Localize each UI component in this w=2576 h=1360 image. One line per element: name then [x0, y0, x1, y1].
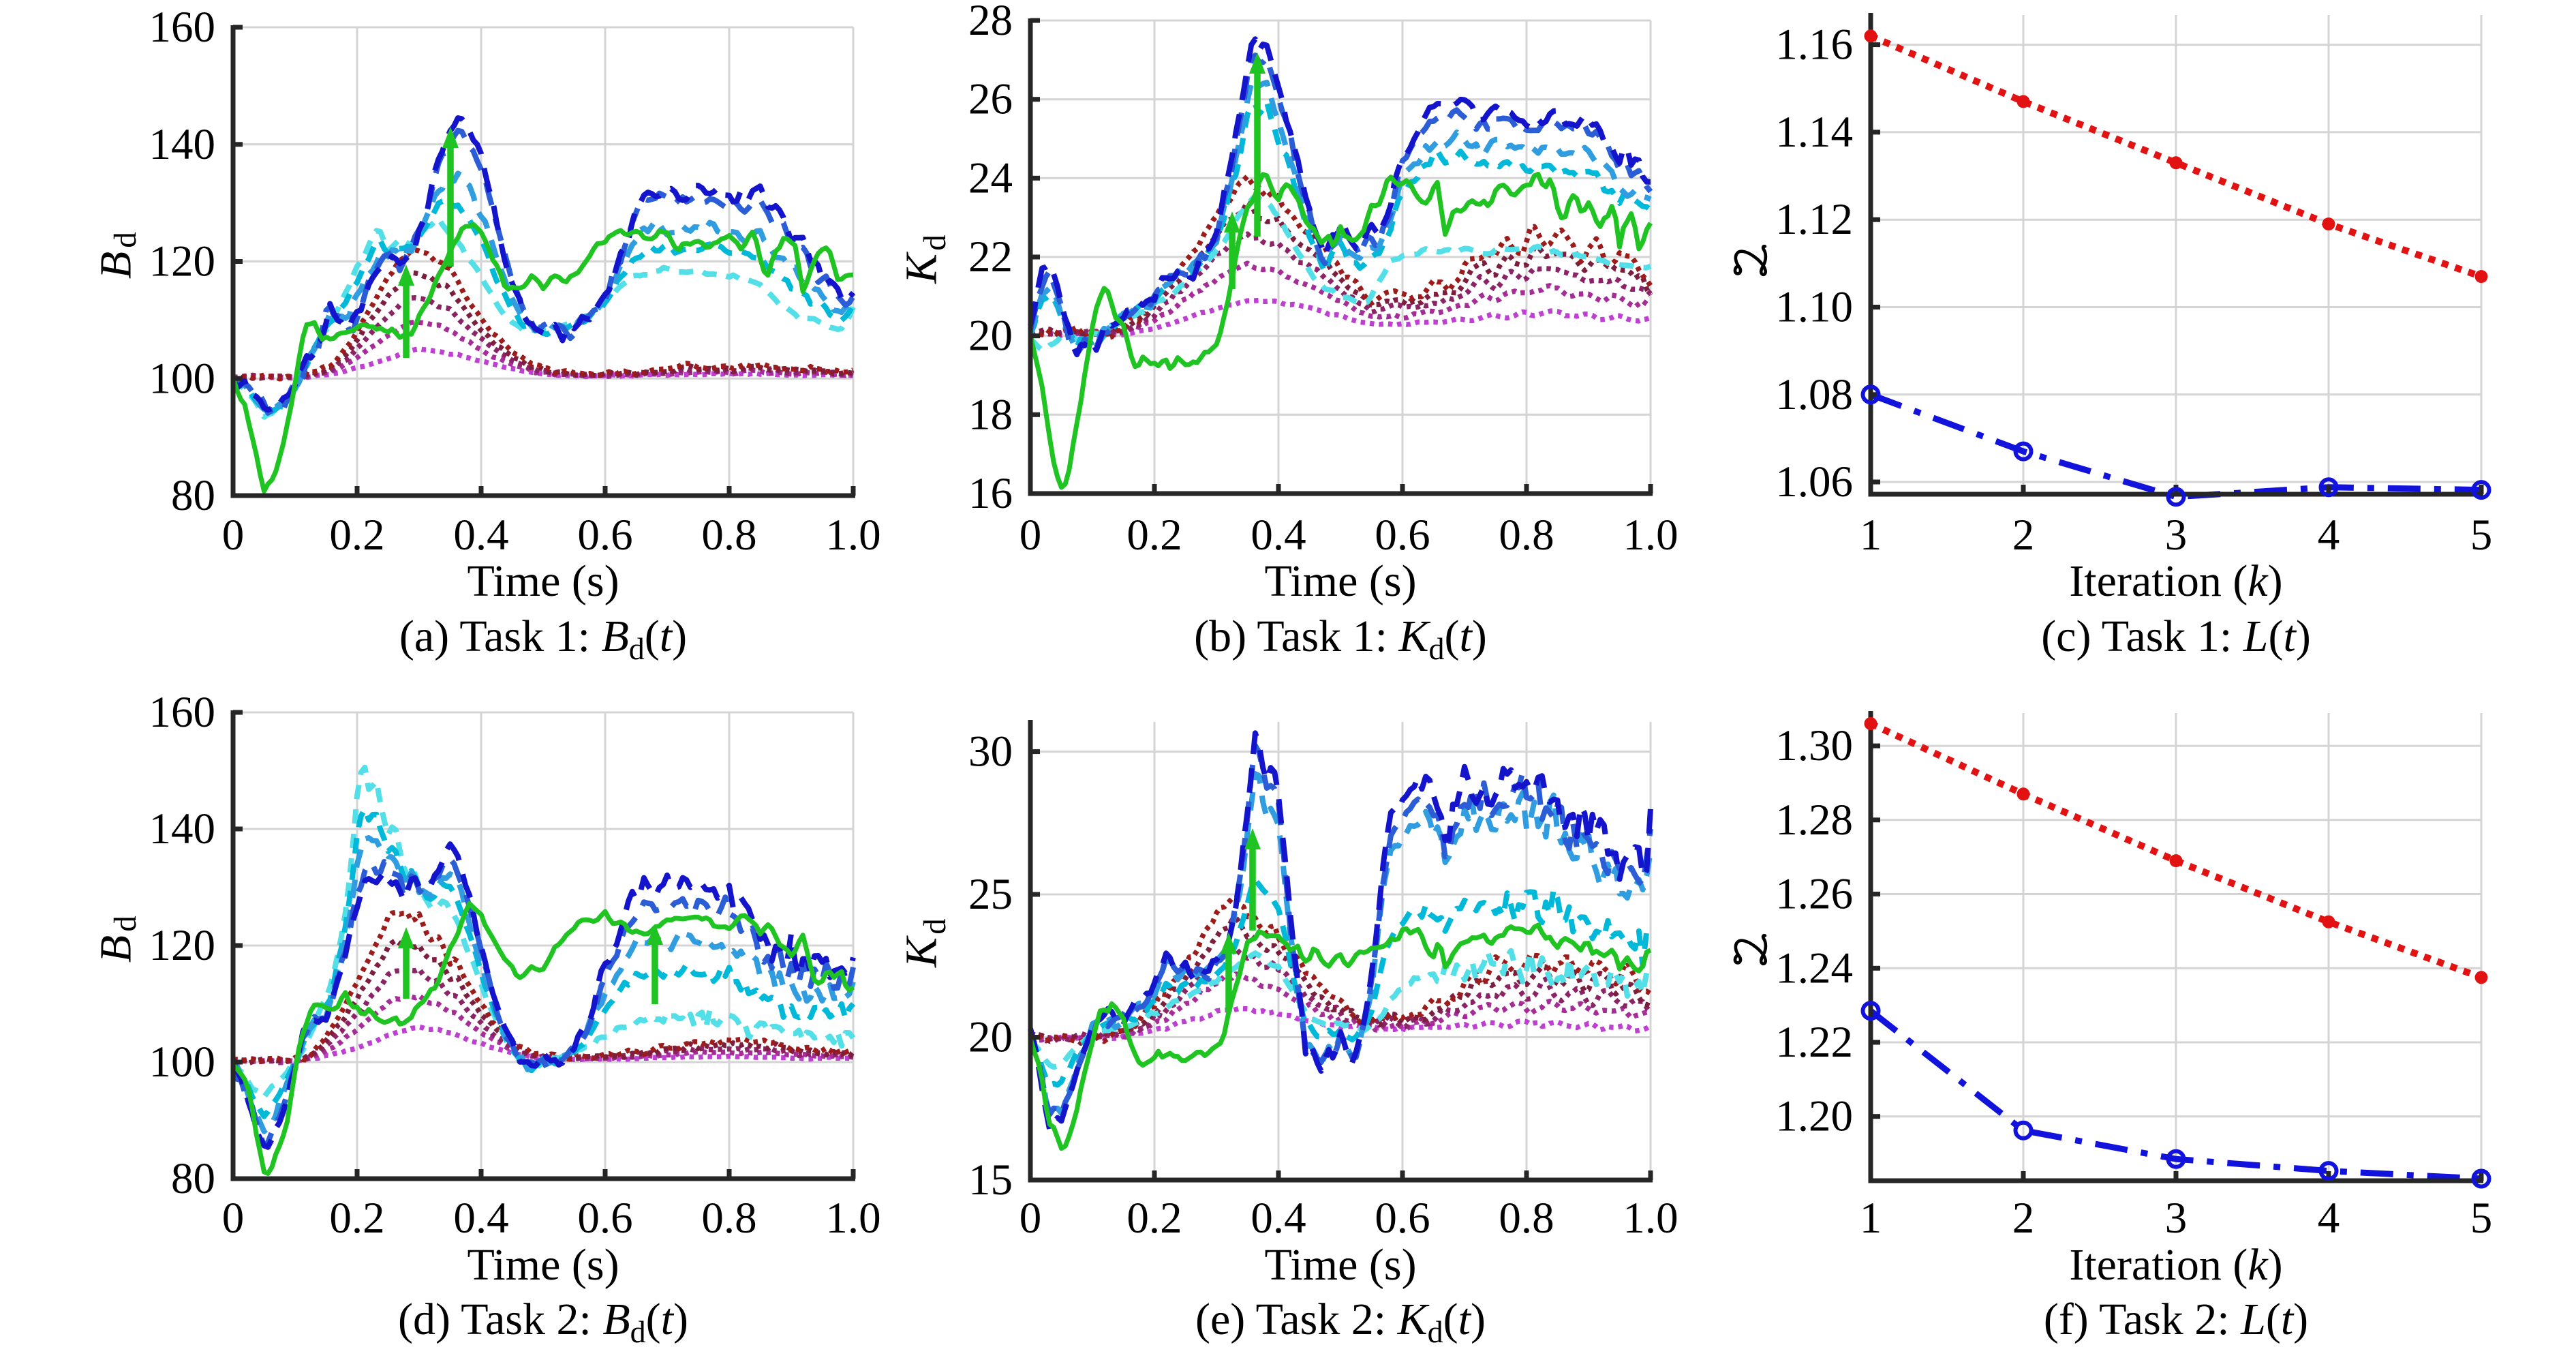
- svg-text:1.30: 1.30: [1775, 721, 1853, 770]
- svg-text:d: d: [917, 235, 953, 251]
- svg-text:(c) Task 1: L(t): (c) Task 1: L(t): [2041, 611, 2311, 661]
- svg-text:Iteration (k): Iteration (k): [2069, 556, 2282, 606]
- svg-text:K: K: [897, 935, 947, 968]
- svg-text:0.2: 0.2: [329, 511, 384, 560]
- svg-text:100: 100: [149, 1038, 216, 1087]
- svg-text:20: 20: [968, 312, 1013, 361]
- svg-text:1.16: 1.16: [1775, 20, 1853, 70]
- svg-text:Time (s): Time (s): [467, 556, 619, 606]
- svg-text:0.6: 0.6: [1375, 1194, 1430, 1243]
- svg-text:1.06: 1.06: [1775, 457, 1853, 507]
- svg-text:B: B: [91, 252, 141, 279]
- svg-text:18: 18: [968, 390, 1013, 439]
- svg-text:4: 4: [2318, 511, 2340, 560]
- svg-text:120: 120: [149, 921, 216, 970]
- svg-text:0.6: 0.6: [1375, 511, 1430, 560]
- svg-text:140: 140: [149, 120, 216, 169]
- svg-text:K: K: [897, 252, 947, 284]
- svg-text:20: 20: [968, 1013, 1013, 1062]
- svg-text:1.0: 1.0: [1623, 511, 1678, 560]
- svg-text:1.0: 1.0: [1623, 1194, 1678, 1243]
- svg-text:(f) Task 2: L(t): (f) Task 2: L(t): [2044, 1295, 2308, 1344]
- svg-text:d: d: [108, 916, 143, 932]
- svg-text:4: 4: [2318, 1194, 2340, 1243]
- svg-text:0.4: 0.4: [453, 1194, 508, 1243]
- svg-text:22: 22: [968, 232, 1013, 282]
- svg-text:1.0: 1.0: [825, 1194, 880, 1243]
- svg-text:0: 0: [1019, 511, 1042, 560]
- svg-text:d: d: [917, 918, 953, 935]
- svg-text:1.14: 1.14: [1775, 108, 1853, 157]
- svg-text:1.26: 1.26: [1775, 870, 1853, 919]
- svg-text:0: 0: [222, 511, 245, 560]
- svg-text:1: 1: [1860, 1194, 1882, 1243]
- svg-text:0.8: 0.8: [1499, 511, 1554, 560]
- svg-text:1.28: 1.28: [1775, 796, 1853, 845]
- svg-text:1.12: 1.12: [1775, 195, 1853, 244]
- svg-text:0.2: 0.2: [329, 1194, 384, 1243]
- svg-text:25: 25: [968, 870, 1013, 919]
- svg-text:2: 2: [2012, 1194, 2035, 1243]
- svg-text:15: 15: [968, 1155, 1013, 1205]
- svg-text:28: 28: [968, 0, 1013, 45]
- svg-text:0.4: 0.4: [1251, 511, 1306, 560]
- svg-text:5: 5: [2470, 1194, 2493, 1243]
- svg-text:16: 16: [968, 469, 1013, 518]
- svg-text:160: 160: [149, 3, 216, 52]
- svg-text:Time (s): Time (s): [467, 1240, 619, 1290]
- svg-text:1.0: 1.0: [825, 511, 880, 560]
- svg-text:1.20: 1.20: [1775, 1092, 1853, 1141]
- svg-text:Time (s): Time (s): [1264, 556, 1416, 606]
- svg-text:0.6: 0.6: [577, 1194, 632, 1243]
- svg-text:Iteration (k): Iteration (k): [2069, 1240, 2282, 1290]
- svg-text:d: d: [108, 232, 143, 248]
- svg-text:24: 24: [968, 153, 1013, 202]
- svg-text:1: 1: [1860, 511, 1882, 560]
- svg-text:B: B: [91, 935, 141, 963]
- svg-text:0.2: 0.2: [1126, 1194, 1182, 1243]
- svg-text:80: 80: [171, 1154, 215, 1203]
- svg-text:0.2: 0.2: [1126, 511, 1182, 560]
- svg-text:0.4: 0.4: [1251, 1194, 1306, 1243]
- svg-text:0.8: 0.8: [1499, 1194, 1554, 1243]
- svg-text:0.8: 0.8: [701, 511, 756, 560]
- svg-text:0.4: 0.4: [453, 511, 508, 560]
- svg-text:100: 100: [149, 354, 216, 403]
- svg-text:(d) Task 2: Bd(t): (d) Task 2: Bd(t): [398, 1295, 688, 1349]
- svg-text:5: 5: [2470, 511, 2493, 560]
- svg-text:160: 160: [149, 688, 216, 737]
- svg-text:3: 3: [2165, 1194, 2188, 1243]
- svg-text:26: 26: [968, 75, 1013, 124]
- svg-text:120: 120: [149, 237, 216, 286]
- svg-text:0.8: 0.8: [701, 1194, 756, 1243]
- svg-text:Time (s): Time (s): [1264, 1240, 1416, 1290]
- svg-text:30: 30: [968, 727, 1013, 776]
- svg-text:80: 80: [171, 471, 215, 520]
- svg-text:0.6: 0.6: [577, 511, 632, 560]
- svg-text:2: 2: [2012, 511, 2035, 560]
- svg-text:1.24: 1.24: [1775, 943, 1853, 993]
- svg-text:140: 140: [149, 804, 216, 853]
- svg-text:1.22: 1.22: [1775, 1018, 1853, 1067]
- svg-text:1.08: 1.08: [1775, 370, 1853, 419]
- svg-text:3: 3: [2165, 511, 2188, 560]
- svg-text:0: 0: [222, 1194, 245, 1243]
- svg-text:1.10: 1.10: [1775, 282, 1853, 331]
- svg-text:0: 0: [1019, 1194, 1042, 1243]
